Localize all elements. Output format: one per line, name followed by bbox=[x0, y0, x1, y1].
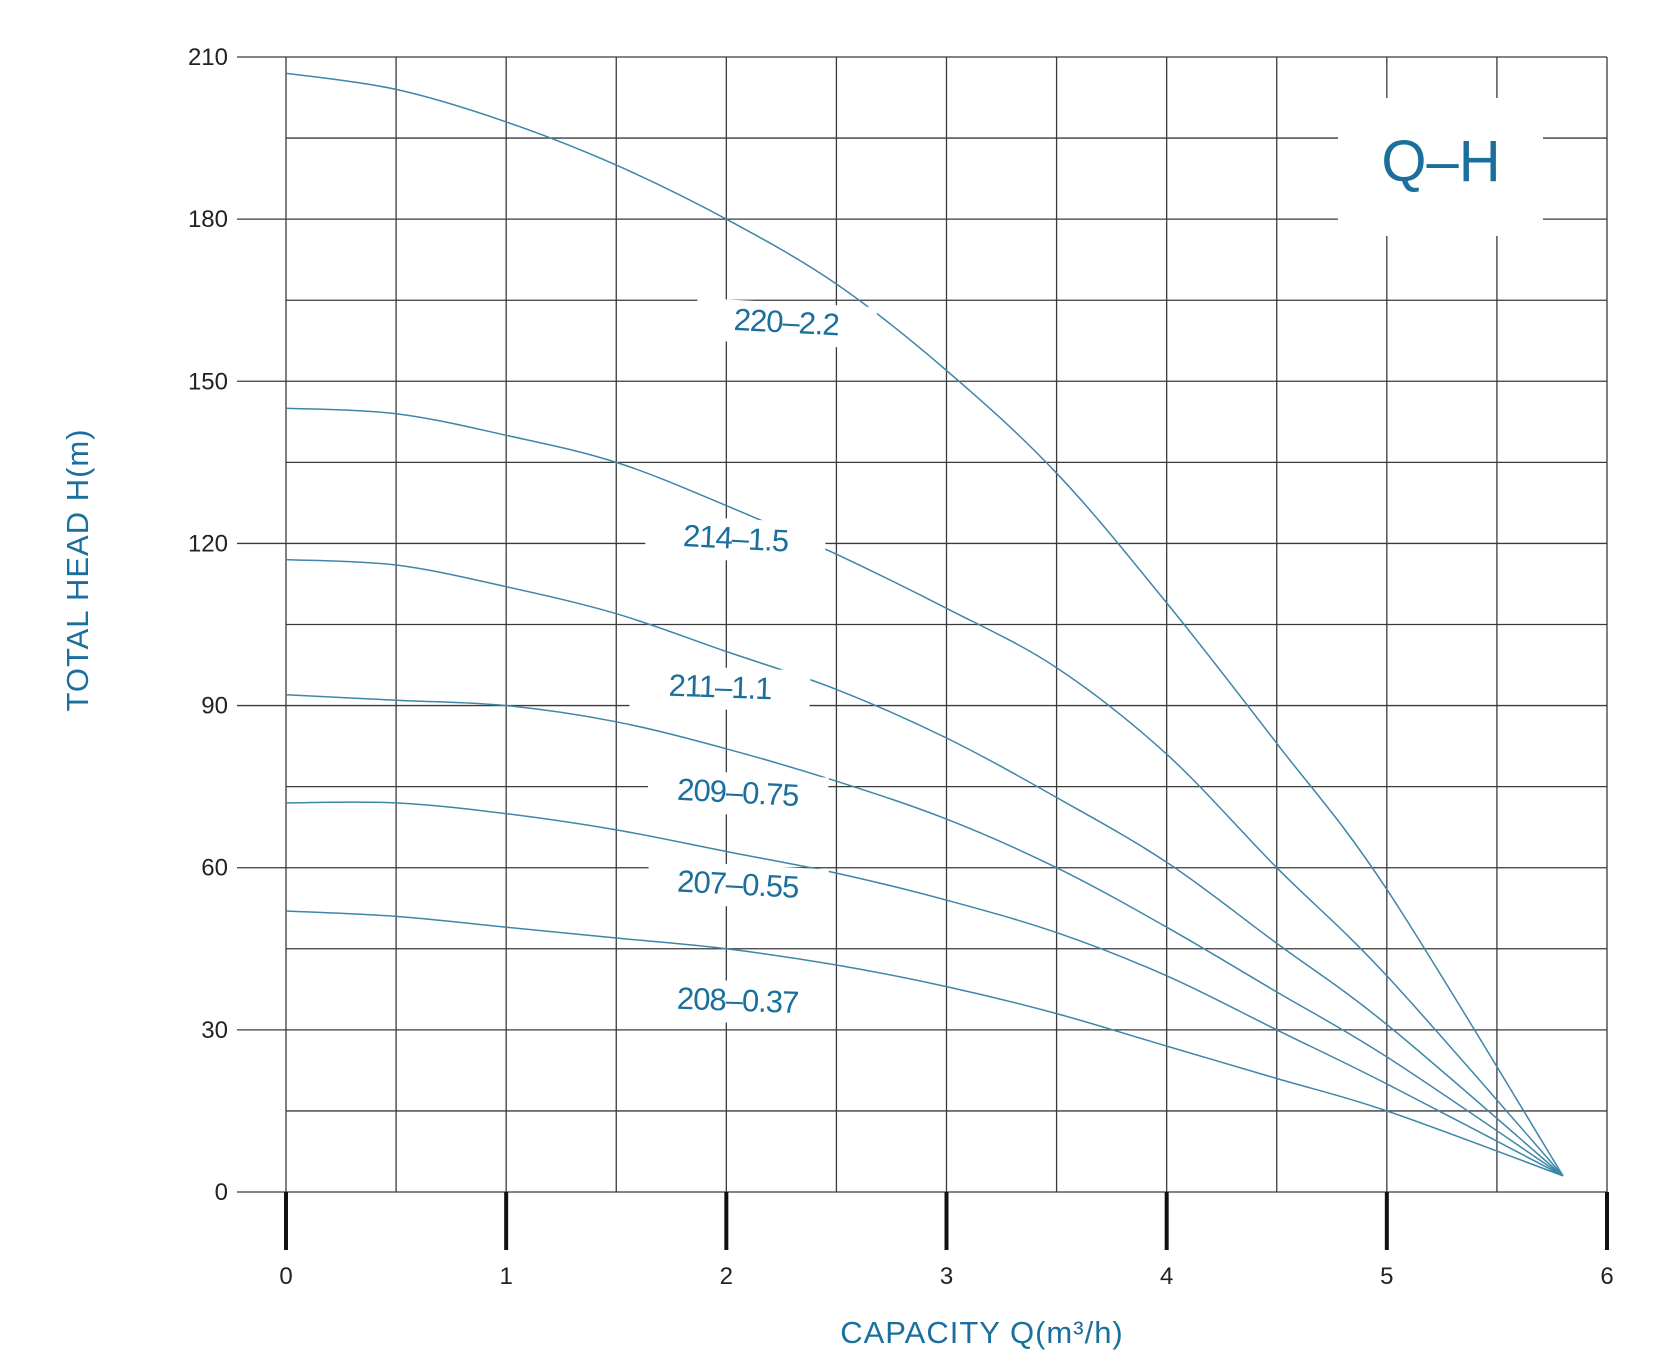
x-tick-label: 5 bbox=[1380, 1263, 1393, 1290]
series-label-background bbox=[646, 860, 829, 912]
series-label-background bbox=[695, 297, 878, 350]
y-axis-title: TOTAL HEAD H(m) bbox=[60, 428, 95, 711]
series-line bbox=[285, 407, 1564, 1177]
chart-title: Q–H bbox=[1381, 129, 1500, 194]
series-line bbox=[285, 694, 1564, 1177]
y-tick-label: 180 bbox=[188, 206, 228, 233]
series-label-group: 214–1.5 bbox=[644, 514, 827, 566]
y-tick-label: 30 bbox=[201, 1017, 228, 1044]
series-label: 211–1.1 bbox=[668, 668, 772, 707]
series-label: 207–0.55 bbox=[676, 864, 799, 905]
series-label-background bbox=[629, 664, 811, 713]
series-label: 209–0.75 bbox=[676, 772, 799, 813]
curves bbox=[285, 72, 1564, 1177]
series-label-background bbox=[644, 514, 827, 566]
series-label-background bbox=[646, 768, 829, 820]
series-label: 220–2.2 bbox=[733, 302, 840, 342]
y-tick-label: 150 bbox=[188, 368, 228, 395]
series-label: 208–0.37 bbox=[676, 981, 798, 1020]
x-tick-label: 6 bbox=[1600, 1263, 1613, 1290]
series-label-group: 220–2.2 bbox=[695, 297, 878, 350]
grid bbox=[237, 56, 1608, 1193]
x-tick-label: 1 bbox=[499, 1263, 512, 1290]
x-tick-label: 2 bbox=[720, 1263, 733, 1290]
x-tick-label: 0 bbox=[279, 1263, 292, 1290]
series-line bbox=[285, 801, 1564, 1177]
x-axis-title: CAPACITY Q(m³/h) bbox=[840, 1315, 1124, 1350]
series-label-background bbox=[646, 977, 829, 1027]
series-label-group: 209–0.75 bbox=[646, 768, 829, 820]
y-tick-label: 90 bbox=[201, 693, 228, 720]
series-label: 214–1.5 bbox=[682, 518, 789, 558]
series-line bbox=[285, 558, 1564, 1177]
y-tick-label: 0 bbox=[215, 1179, 228, 1206]
series-label-group: 208–0.37 bbox=[646, 977, 829, 1027]
y-tick-label: 210 bbox=[188, 44, 228, 71]
series-line bbox=[285, 910, 1564, 1177]
y-tick-label: 120 bbox=[188, 530, 228, 557]
y-tick-label: 60 bbox=[201, 855, 228, 882]
series-label-group: 211–1.1 bbox=[629, 664, 811, 713]
chart-title-box: Q–H bbox=[1338, 98, 1543, 236]
series-label-group: 207–0.55 bbox=[646, 860, 829, 912]
x-tick-label: 4 bbox=[1160, 1263, 1173, 1290]
series-line bbox=[285, 72, 1564, 1177]
x-tick-label: 3 bbox=[940, 1263, 953, 1290]
series-labels: 220–2.2 214–1.5 211–1.1 209–0.75 207–0.55 208… bbox=[629, 297, 878, 1027]
